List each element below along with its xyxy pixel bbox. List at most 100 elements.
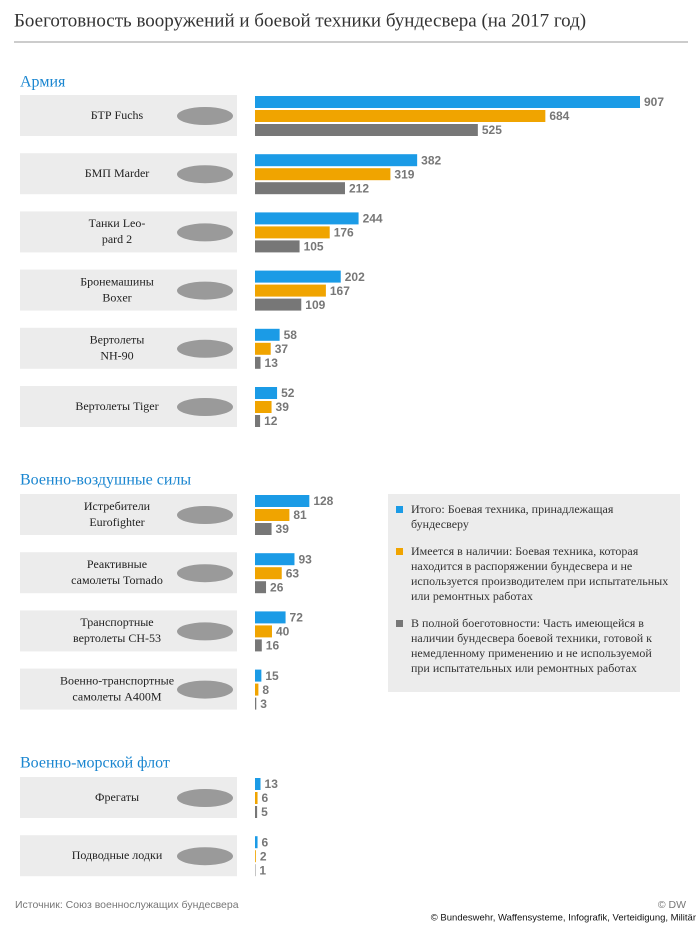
bar [255,639,262,652]
group-title: Военно-морской флот [20,755,170,772]
item-label: Военно-транспортные [60,673,174,687]
item-label: Вертолеты Tiger [75,399,158,413]
bar [255,836,258,849]
bar [255,356,261,369]
bar [255,415,261,427]
bar [255,154,418,167]
value-label: 244 [363,212,383,226]
bar [255,110,546,122]
icon [177,339,233,358]
chart-title: Боеготовность вооружений и боевой техник… [14,10,586,31]
value-label: 13 [265,356,279,370]
bar [255,298,302,311]
legend-text: Итого: Боевая техника, принадлежащая бун… [411,502,614,531]
value-label: 93 [298,552,312,566]
bar [255,284,326,297]
value-label: 39 [276,400,290,414]
value-label: 525 [482,123,502,137]
icon [177,680,233,699]
icon [177,622,233,641]
value-label: 16 [266,639,280,653]
value-label: 6 [262,835,269,849]
legend-swatch [396,506,403,513]
bar [255,270,341,283]
bar [255,168,391,181]
value-label: 212 [349,181,369,195]
bar [255,611,286,624]
item-label: Транспортные [80,615,153,629]
value-label: 684 [549,109,569,123]
legend-text: Имеется в наличии: Боевая техника, котор… [411,544,669,603]
value-label: 176 [334,226,354,240]
value-label: 72 [290,611,304,625]
bar [255,401,272,413]
item-label: Истребители [84,499,151,513]
item-label: Танки Leo- [89,216,146,230]
legend-entry: Итого: Боевая техника, принадлежащая бун… [396,502,670,532]
value-label: 52 [281,386,295,400]
bar [255,226,330,239]
bar [255,792,258,804]
value-label: 13 [265,777,279,791]
icon [177,223,233,242]
icon [177,847,233,866]
legend: Итого: Боевая техника, принадлежащая бун… [388,494,680,692]
value-label: 37 [275,342,289,356]
value-label: 12 [264,414,278,428]
value-label: 2 [260,849,267,863]
bar [255,669,262,682]
value-label: 63 [286,566,300,580]
group-title: Армия [20,74,66,91]
bar [255,625,272,638]
item-label: pard 2 [102,232,132,246]
bar [255,509,290,521]
item-label: Boxer [102,290,131,304]
icon [177,398,233,416]
legend-swatch [396,620,403,627]
item-label: вертолеты CH-53 [73,631,161,645]
bar [255,581,267,594]
icon [177,107,233,125]
bar [255,387,278,399]
group-title: Военно-воздушные силы [20,472,191,489]
bar [255,806,258,818]
item-label: Подводные лодки [72,848,163,862]
value-label: 109 [305,298,325,312]
icon [177,789,233,807]
value-label: 40 [276,625,290,639]
value-label: 167 [330,284,350,298]
item-label: Фрегаты [95,790,139,804]
icon [177,506,233,524]
value-label: 26 [270,580,284,594]
bar [255,212,359,225]
item-label: БТР Fuchs [91,108,144,122]
bar [255,96,640,108]
value-label: 39 [276,522,290,536]
item-label: Реактивные [87,557,147,571]
item-label: БМП Marder [85,166,150,180]
bar [255,495,310,507]
item-label: Вертолеты [90,333,145,347]
value-label: 58 [284,328,298,342]
icon [177,564,233,583]
source: Источник: Союз военнослужащих бундесвера [15,899,239,911]
value-label: 5 [261,805,268,819]
icon [177,281,233,300]
bar [255,850,256,863]
item-label: Бронемашины [80,274,154,288]
bar [255,342,271,355]
bar [255,182,345,195]
value-label: 81 [293,508,307,522]
bar [255,697,257,710]
bar [255,240,300,253]
value-label: 202 [345,270,365,284]
legend-swatch [396,548,403,555]
bar [255,523,272,535]
value-label: 907 [644,95,664,109]
bar [255,567,282,580]
bar [255,553,295,566]
item-label: самолеты Tornado [71,573,163,587]
icon [177,165,233,184]
value-label: 6 [262,791,269,805]
